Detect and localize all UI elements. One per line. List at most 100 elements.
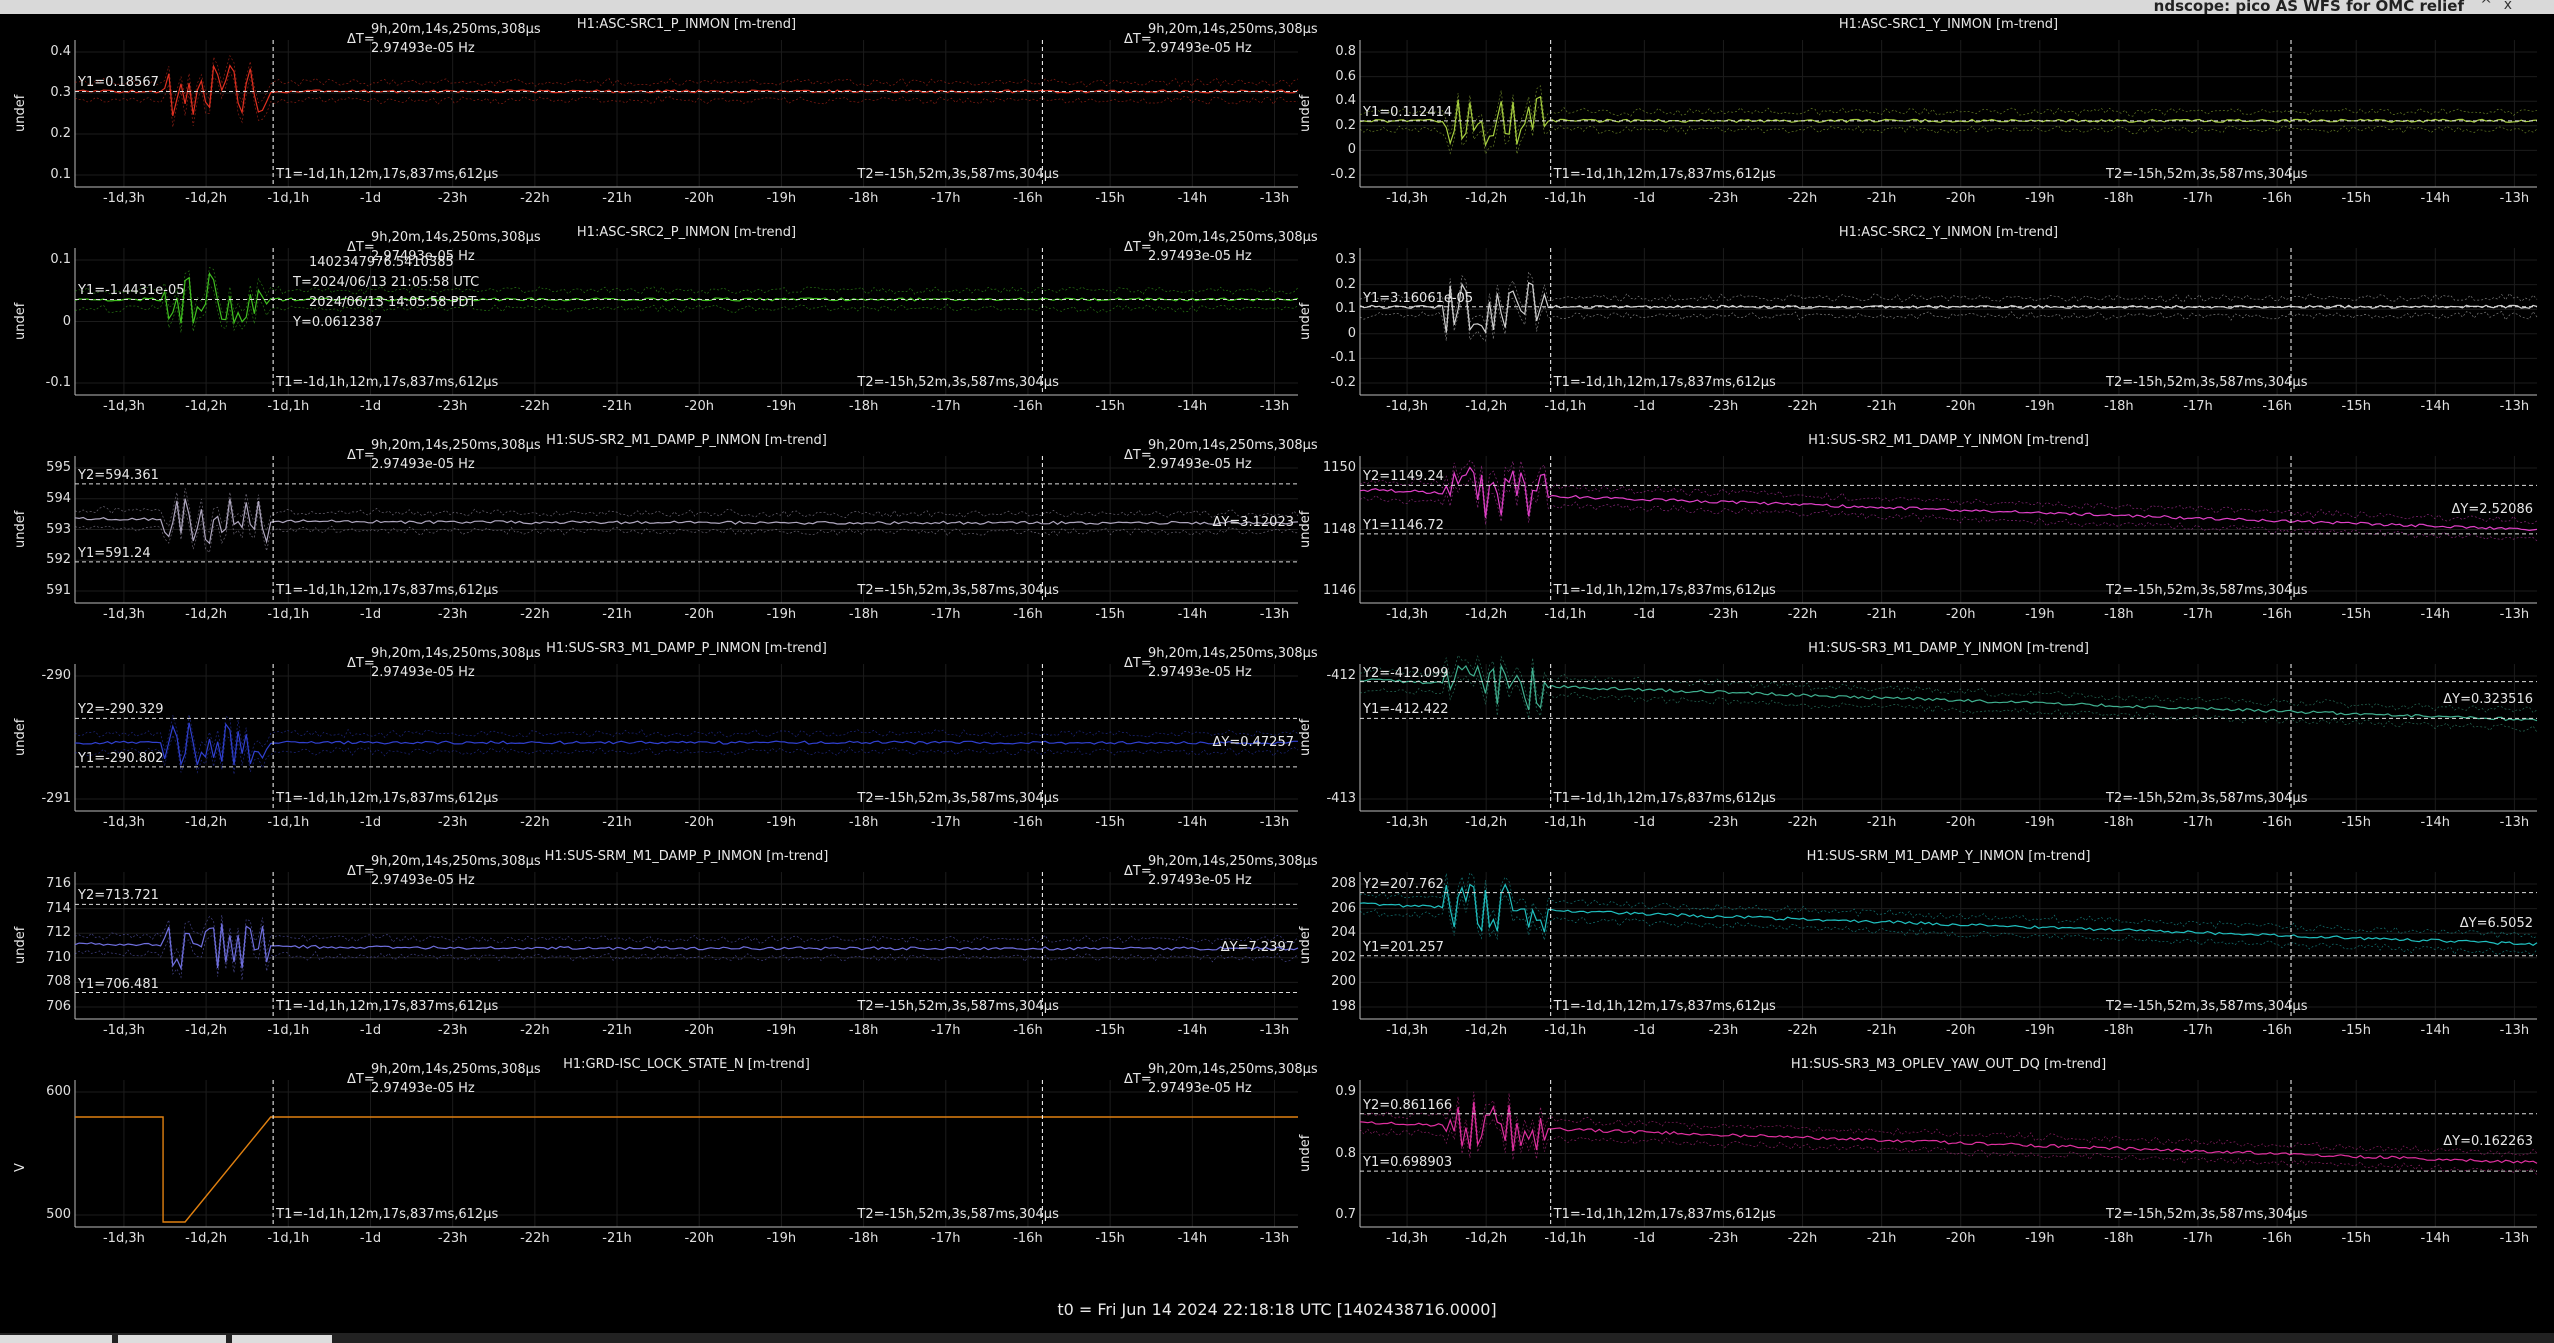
y1-label: Y1=-412.422	[1363, 702, 1449, 718]
plot-canvas[interactable]	[1277, 218, 2554, 426]
close-icon[interactable]: x	[2503, 0, 2512, 13]
x-tick-label: -14h	[2420, 191, 2451, 206]
plot-axes	[1359, 872, 2537, 1020]
x-tick-label: -1d,2h	[185, 1023, 228, 1038]
plot-canvas[interactable]	[1277, 426, 2554, 634]
x-tick-label: -13h	[2499, 815, 2530, 830]
x-tick-label: -14h	[1177, 815, 1208, 830]
y-tick-label: 714	[46, 900, 71, 916]
x-tick-label: -21h	[1866, 1231, 1897, 1246]
plot-canvas[interactable]	[0, 426, 1300, 634]
plot-panel[interactable]: Y1=-1.4431e-05 H1:ASC-SRC2_P_INMON [m-tre…	[0, 218, 1300, 426]
t2-label: T2=-15h,52m,3s,587ms,304µs	[857, 791, 1059, 806]
x-tick-label: -20h	[1945, 607, 1976, 622]
bottom-tab[interactable]	[118, 1335, 226, 1343]
bottom-tab[interactable]	[232, 1335, 332, 1343]
x-tick-label: -21h	[602, 1023, 632, 1038]
x-tick-label: -1d,1h	[1544, 1023, 1587, 1038]
y-tick-label: 1150	[1322, 460, 1356, 475]
x-tick-label: -16h	[1013, 1023, 1043, 1038]
y-tick-label: -0.1	[1330, 350, 1356, 366]
plot-panel[interactable]: Y1=0.698903 Y2=0.861166 ΔY=0.162263 H1:SUS-…	[1124, 1050, 2554, 1258]
plot-axes	[1359, 456, 2537, 604]
x-tick-label: -14h	[1177, 607, 1208, 622]
t1-label: T1=-1d,1h,12m,17s,837ms,612µs	[276, 1207, 499, 1222]
x-tick-label: -13h	[2499, 607, 2530, 622]
x-tick-label: -13h	[1259, 1231, 1290, 1246]
plot-panel[interactable]: Y1=591.24 Y2=594.361 ΔY=3.12023 H1:SUS-SR2_…	[0, 426, 1300, 634]
plot-panel[interactable]: Y1=706.481 Y2=713.721 ΔY=7.2397 H1:SUS-SRM_…	[0, 842, 1300, 1050]
plot-canvas[interactable]	[1277, 1050, 2554, 1258]
x-tick-label: -23h	[437, 1023, 468, 1038]
delta-t-label: ΔT=	[347, 656, 375, 671]
x-tick-label: -16h	[1013, 607, 1043, 622]
window-title: ndscope: pico AS WFS for OMC relief	[2153, 0, 2464, 15]
x-tick-label: -19h	[766, 399, 797, 414]
plot-panel[interactable]: Y1=-290.802 Y2=-290.329 ΔY=0.47257 H1:SUS-S…	[0, 634, 1300, 842]
plot-panel[interactable]: Y1=1146.72 Y2=1149.24 ΔY=2.52086 H1:SUS-SR2…	[1124, 426, 2554, 634]
plot-grid-lines	[75, 664, 1298, 811]
x-tick-label: -1d,1h	[267, 607, 310, 622]
y2-label: Y2=-290.329	[78, 702, 164, 718]
x-tick-label: -23h	[437, 191, 468, 206]
y-axis-label: V	[13, 1162, 28, 1172]
y-axis-label: undef	[13, 94, 28, 132]
plot-axes	[74, 456, 1298, 604]
panel-title: H1:SUS-SR3_M1_DAMP_P_INMON [m-trend]	[546, 641, 827, 656]
x-tick-label: -14h	[2420, 607, 2451, 622]
minimize-icon[interactable]: ^	[2480, 0, 2492, 13]
bottom-tab[interactable]	[0, 1335, 112, 1343]
x-tick-label: -22h	[1787, 1023, 1818, 1038]
y-tick-label: -291	[41, 791, 71, 806]
y-tick-label: -412	[1326, 668, 1356, 683]
delta-t-value: 9h,20m,14s,250ms,308µs	[1148, 646, 1318, 661]
panel-title: H1:ASC-SRC2_P_INMON [m-trend]	[576, 225, 797, 240]
plot-canvas[interactable]	[0, 10, 1300, 218]
plot-canvas[interactable]	[0, 1050, 1300, 1258]
plot-grid-lines	[1360, 40, 2537, 187]
plot-panel[interactable]: Y1=3.16061e-05 H1:ASC-SRC2_Y_INMON [m-tre…	[1124, 218, 2554, 426]
delta-t-frequency: 2.97493e-05 Hz	[1148, 249, 1252, 264]
plot-panel[interactable]: H1:GRD-ISC_LOCK_STATE_N [m-trend] ΔT= 9h,2…	[0, 1050, 1300, 1258]
x-tick-label: -17h	[931, 191, 961, 206]
x-tick-label: -23h	[1708, 1231, 1739, 1246]
delta-y-label: ΔY=0.162263	[2443, 1134, 2533, 1150]
plot-canvas[interactable]	[1277, 10, 2554, 218]
x-tick-label: -15h	[2341, 191, 2371, 206]
trace-line	[75, 1116, 1298, 1223]
cursor-info-box: 1402347976.5410385 T=2024/06/13 21:05:58 …	[293, 253, 479, 333]
t2-label: T2=-15h,52m,3s,587ms,304µs	[2106, 375, 2308, 390]
plot-panel[interactable]: Y1=0.112414 H1:ASC-SRC1_Y_INMON [m-trend]…	[1124, 10, 2554, 218]
y-tick-label: 0.4	[50, 44, 71, 59]
x-tick-label: -14h	[2420, 815, 2451, 830]
plot-canvas[interactable]	[1277, 634, 2554, 842]
x-tick-label: -1d	[359, 1023, 382, 1038]
x-tick-label: -23h	[1708, 1023, 1739, 1038]
y-axis-label: undef	[1298, 718, 1313, 756]
delta-t-frequency: 2.97493e-05 Hz	[371, 457, 475, 472]
x-tick-label: -16h	[2262, 607, 2292, 622]
x-tick-label: -1d,3h	[102, 399, 145, 414]
plot-canvas[interactable]	[0, 218, 1300, 426]
plot-panel[interactable]: Y1=0.18567 H1:ASC-SRC1_P_INMON [m-trend] Δ…	[0, 10, 1300, 218]
y-tick-label: 0.1	[50, 252, 71, 267]
trace-line	[1359, 270, 2538, 342]
y-tick-label: 0.3	[1335, 252, 1356, 267]
plot-panel[interactable]: Y1=-412.422 Y2=-412.099 ΔY=0.323516 H1:SUS-…	[1124, 634, 2554, 842]
x-tick-label: -19h	[766, 1023, 797, 1038]
x-tick-label: -17h	[2183, 191, 2213, 206]
plot-canvas[interactable]	[0, 842, 1300, 1050]
plot-canvas[interactable]	[0, 634, 1300, 842]
x-tick-label: -16h	[1013, 1231, 1043, 1246]
y-tick-label: -0.2	[1330, 375, 1356, 390]
x-tick-label: -19h	[766, 815, 797, 830]
x-tick-label: -20h	[684, 607, 714, 622]
plot-grid-lines	[75, 1080, 1298, 1227]
plot-canvas[interactable]	[1277, 842, 2554, 1050]
delta-t-label: ΔT=	[347, 448, 375, 463]
trace-line	[74, 266, 1299, 333]
y-tick-label: 595	[46, 460, 71, 475]
plot-panel[interactable]: Y1=201.257 Y2=207.762 ΔY=6.5052 H1:SUS-SRM_…	[1124, 842, 2554, 1050]
x-tick-label: -20h	[684, 815, 714, 830]
window-titlebar: ndscope: pico AS WFS for OMC relief ^ x	[0, 0, 2554, 15]
